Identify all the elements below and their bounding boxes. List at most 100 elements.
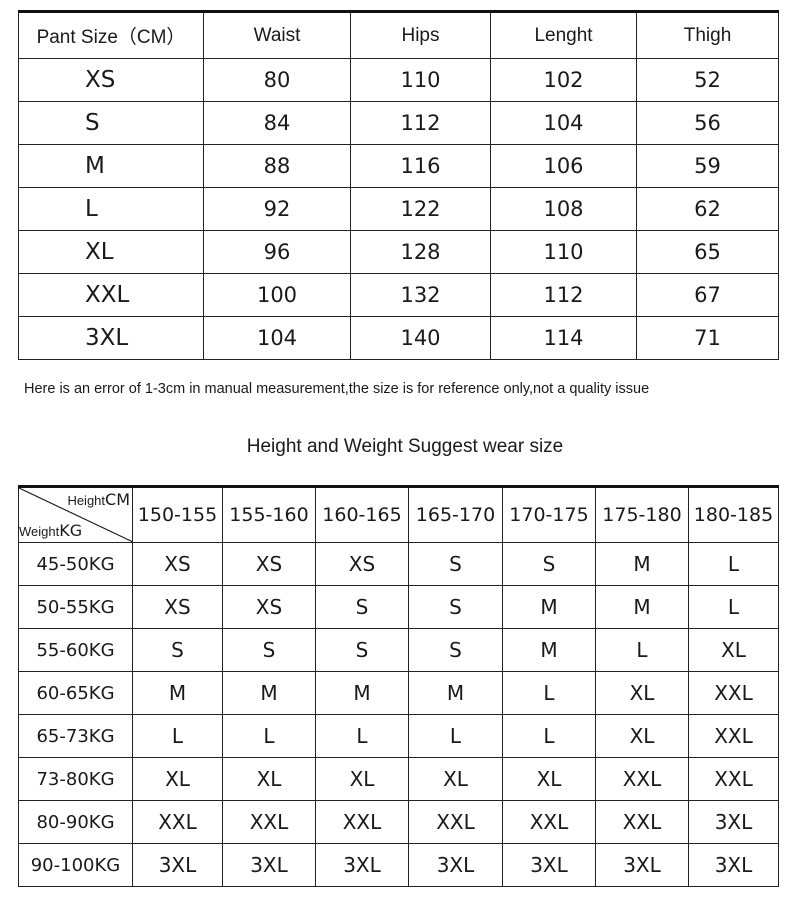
suggested-size-cell: S: [408, 628, 503, 672]
weight-range-cell: 45-50KG: [18, 542, 133, 586]
suggested-size-cell: L: [688, 542, 779, 586]
suggested-size-cell: XL: [132, 757, 223, 801]
suggested-size-cell: S: [408, 585, 503, 629]
measurement-cell: 108: [490, 187, 637, 231]
measurement-cell: 132: [350, 273, 491, 317]
corner-header: HeightCM WeightKG: [18, 486, 133, 543]
measurement-cell: 104: [490, 101, 637, 145]
height-weight-size-table: HeightCM WeightKG 150-155 155-160 160-165 1…: [18, 485, 779, 887]
suggested-size-cell: XL: [502, 757, 596, 801]
table-row: 50-55KG XS XS S S M M L: [18, 585, 779, 629]
column-header: Lenght: [490, 11, 637, 59]
suggested-size-cell: L: [315, 714, 409, 758]
suggested-size-cell: L: [222, 714, 316, 758]
measurement-cell: 56: [636, 101, 779, 145]
suggested-size-cell: S: [315, 585, 409, 629]
measurement-note: Here is an error of 1-3cm in manual meas…: [24, 381, 650, 397]
suggested-size-cell: S: [315, 628, 409, 672]
suggested-size-cell: M: [502, 585, 596, 629]
size-cell: S: [18, 101, 204, 145]
suggested-size-cell: 3XL: [502, 843, 596, 887]
suggested-size-cell: M: [132, 671, 223, 715]
suggested-size-cell: L: [132, 714, 223, 758]
suggested-size-cell: M: [595, 542, 689, 586]
table-row: L 92 122 108 62: [18, 187, 779, 231]
weight-range-cell: 73-80KG: [18, 757, 133, 801]
size-cell: XL: [18, 230, 204, 274]
suggested-size-cell: XL: [222, 757, 316, 801]
height-range-header: 165-170: [408, 486, 503, 543]
column-header: Pant Size（CM）: [18, 11, 204, 59]
measurement-cell: 106: [490, 144, 637, 188]
height-range-header: 150-155: [132, 486, 223, 543]
diagonal-divider: [19, 488, 132, 542]
suggested-size-cell: L: [688, 585, 779, 629]
measurement-cell: 62: [636, 187, 779, 231]
table-row: 73-80KG XL XL XL XL XL XXL XXL: [18, 757, 779, 801]
measurement-cell: 65: [636, 230, 779, 274]
measurement-cell: 92: [203, 187, 351, 231]
suggested-size-cell: XXL: [595, 757, 689, 801]
measurement-cell: 100: [203, 273, 351, 317]
suggest-title: Height and Weight Suggest wear size: [246, 436, 564, 457]
table-row: 65-73KG L L L L L XL XXL: [18, 714, 779, 758]
suggested-size-cell: XXL: [222, 800, 316, 844]
suggested-size-cell: L: [502, 714, 596, 758]
suggested-size-cell: 3XL: [222, 843, 316, 887]
table-row: XXL 100 132 112 67: [18, 273, 779, 317]
suggested-size-cell: M: [408, 671, 503, 715]
suggested-size-cell: M: [502, 628, 596, 672]
suggested-size-cell: L: [408, 714, 503, 758]
height-range-header: 180-185: [688, 486, 779, 543]
suggested-size-cell: XXL: [595, 800, 689, 844]
measurement-cell: 140: [350, 316, 491, 360]
suggested-size-cell: XL: [408, 757, 503, 801]
table-row: M 88 116 106 59: [18, 144, 779, 188]
suggested-size-cell: S: [408, 542, 503, 586]
weight-range-cell: 50-55KG: [18, 585, 133, 629]
size-cell: M: [18, 144, 204, 188]
suggested-size-cell: XS: [222, 542, 316, 586]
measurement-cell: 128: [350, 230, 491, 274]
height-axis-label: HeightCM: [67, 490, 130, 509]
table-row: XL 96 128 110 65: [18, 230, 779, 274]
suggested-size-cell: XXL: [688, 757, 779, 801]
table-row: 55-60KG S S S S M L XL: [18, 628, 779, 672]
height-range-header: 170-175: [502, 486, 596, 543]
suggested-size-cell: M: [315, 671, 409, 715]
suggested-size-cell: L: [502, 671, 596, 715]
suggested-size-cell: 3XL: [688, 800, 779, 844]
suggested-size-cell: XXL: [688, 671, 779, 715]
suggested-size-cell: 3XL: [315, 843, 409, 887]
suggested-size-cell: XL: [595, 714, 689, 758]
size-cell: 3XL: [18, 316, 204, 360]
table-row: S 84 112 104 56: [18, 101, 779, 145]
measurement-cell: 112: [490, 273, 637, 317]
size-measurement-table: Pant Size（CM） Waist Hips Lenght Thigh XS 80 11…: [18, 10, 779, 360]
measurement-cell: 104: [203, 316, 351, 360]
measurement-cell: 59: [636, 144, 779, 188]
suggested-size-cell: L: [595, 628, 689, 672]
table-row: 45-50KG XS XS XS S S M L: [18, 542, 779, 586]
measurement-cell: 116: [350, 144, 491, 188]
suggested-size-cell: XS: [222, 585, 316, 629]
table-row: 3XL 104 140 114 71: [18, 316, 779, 360]
suggested-size-cell: XXL: [502, 800, 596, 844]
suggested-size-cell: XXL: [132, 800, 223, 844]
measurement-cell: 96: [203, 230, 351, 274]
suggested-size-cell: XL: [595, 671, 689, 715]
weight-range-cell: 65-73KG: [18, 714, 133, 758]
suggested-size-cell: XS: [132, 542, 223, 586]
suggested-size-cell: S: [502, 542, 596, 586]
weight-range-cell: 90-100KG: [18, 843, 133, 887]
size-cell: XXL: [18, 273, 204, 317]
weight-axis-label: WeightKG: [19, 521, 83, 540]
table-row: XS 80 110 102 52: [18, 58, 779, 102]
measurement-cell: 52: [636, 58, 779, 102]
size-cell: L: [18, 187, 204, 231]
suggested-size-cell: XXL: [688, 714, 779, 758]
measurement-cell: 114: [490, 316, 637, 360]
suggested-size-cell: 3XL: [408, 843, 503, 887]
table-row: 60-65KG M M M M L XL XXL: [18, 671, 779, 715]
weight-range-cell: 80-90KG: [18, 800, 133, 844]
